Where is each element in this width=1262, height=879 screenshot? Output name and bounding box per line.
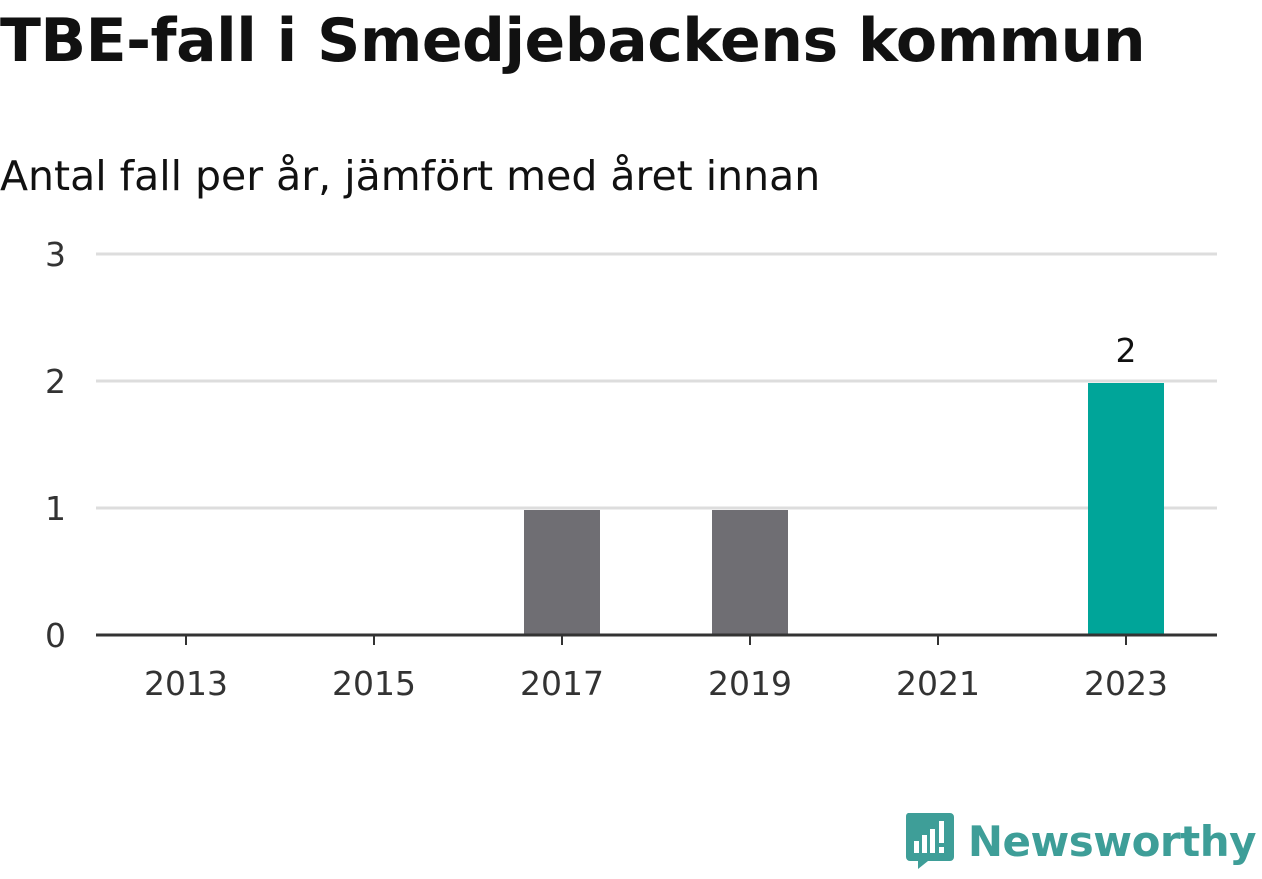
y-tick-label-0: 0 [45,616,66,655]
newsworthy-brand: Newsworthy [904,811,1257,871]
x-tick-label-2013: 2013 [144,664,228,703]
x-tick-label-2015: 2015 [332,664,416,703]
x-tick-label-2023: 2023 [1084,664,1168,703]
bars [524,383,1164,635]
x-tick-label-2017: 2017 [520,664,604,703]
axes [96,633,1217,645]
brand-name: Newsworthy [967,816,1257,866]
x-tick-label-2019: 2019 [708,664,792,703]
gridlines [96,252,1217,510]
chart-title: TBE-fall i Smedjebackens kommun [0,6,1146,76]
bar-2019 [712,510,788,635]
y-tick-label-2: 2 [45,362,66,401]
y-tick-label-3: 3 [45,235,66,274]
labels: 0 1 2 3 2 2013 2015 2017 2019 2021 2023 [45,235,1168,703]
bar-2017 [524,510,600,635]
x-tick-label-2021: 2021 [896,664,980,703]
bar-2023 [1088,383,1164,635]
chart-subtitle: Antal fall per år, jämfört med året inna… [0,152,821,200]
newsworthy-logo-icon [905,813,954,869]
data-label-2023: 2 [1116,331,1137,370]
y-tick-label-1: 1 [45,489,66,528]
